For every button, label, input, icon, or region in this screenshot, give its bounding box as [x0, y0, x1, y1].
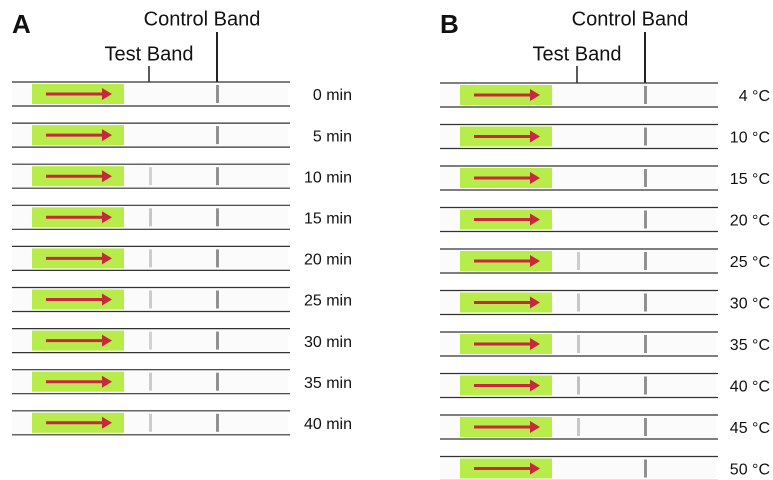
control-band	[216, 291, 219, 309]
test-band	[149, 167, 152, 185]
row-label: 30 °C	[730, 296, 770, 313]
row-label: 10 min	[304, 169, 352, 186]
strip-row: 5 min	[12, 123, 352, 147]
strip-row: 20 min	[12, 246, 352, 270]
row-label: 30 min	[304, 334, 352, 351]
control-band	[644, 294, 647, 312]
strip-row: 30 °C	[440, 291, 770, 315]
test-band-label: Test Band	[533, 43, 622, 65]
strip-row: 25 min	[12, 288, 352, 312]
control-band	[644, 86, 647, 104]
test-band	[149, 291, 152, 309]
row-label: 15 °C	[730, 171, 770, 188]
strip-row: 35 min	[12, 370, 352, 394]
control-band	[216, 208, 219, 226]
control-band	[216, 249, 219, 267]
test-band	[149, 373, 152, 391]
row-label: 20 °C	[730, 213, 770, 230]
row-label: 10 °C	[730, 130, 770, 147]
strip-row: 35 °C	[440, 332, 770, 356]
row-label: 4 °C	[739, 88, 770, 105]
figure: A Control Band Test Band 0 min 5 min 10 min 15…	[0, 0, 773, 480]
test-band-label: Test Band	[105, 43, 194, 65]
control-band	[644, 460, 647, 478]
row-label: 50 °C	[730, 462, 770, 479]
control-band	[644, 335, 647, 353]
row-label: 25 min	[304, 293, 352, 310]
test-band	[577, 335, 580, 353]
row-label: 40 min	[304, 416, 352, 433]
test-band	[577, 377, 580, 395]
control-band	[216, 85, 219, 103]
strip-row: 50 °C	[440, 457, 770, 480]
row-label: 35 min	[304, 375, 352, 392]
test-band	[149, 414, 152, 432]
strip-row: 0 min	[12, 82, 352, 106]
test-band	[149, 249, 152, 267]
strip-row: 15 min	[12, 205, 352, 229]
control-band-label: Control Band	[144, 8, 261, 30]
strip-row: 10 °C	[440, 125, 770, 149]
control-band	[644, 252, 647, 270]
control-band	[216, 332, 219, 350]
panel: A Control Band Test Band 0 min 5 min 10 min 15…	[12, 8, 352, 435]
strip-row: 30 min	[12, 329, 352, 353]
control-band	[644, 211, 647, 229]
row-label: 15 min	[304, 211, 352, 228]
strip-row: 45 °C	[440, 415, 770, 439]
control-band	[216, 167, 219, 185]
row-label: 40 °C	[730, 379, 770, 396]
row-label: 0 min	[313, 87, 352, 104]
strip-row: 40 °C	[440, 374, 770, 398]
control-band	[644, 418, 647, 436]
row-label: 35 °C	[730, 337, 770, 354]
control-band	[216, 126, 219, 144]
row-label: 25 °C	[730, 254, 770, 271]
panel-label: A	[12, 9, 31, 39]
strip-row: 15 °C	[440, 166, 770, 190]
test-band	[149, 332, 152, 350]
row-label: 20 min	[304, 252, 352, 269]
panel: B Control Band Test Band 4 °C 10 °C 15 °C 20 °…	[440, 8, 770, 480]
test-band	[577, 294, 580, 312]
control-band	[216, 373, 219, 391]
row-label: 45 °C	[730, 420, 770, 437]
control-band	[644, 377, 647, 395]
strip-row: 20 °C	[440, 208, 770, 232]
test-band	[577, 418, 580, 436]
test-band	[149, 208, 152, 226]
panel-label: B	[440, 9, 459, 39]
strip-row: 25 °C	[440, 249, 770, 273]
strip-row: 40 min	[12, 411, 352, 435]
row-label: 5 min	[313, 128, 352, 145]
control-band	[216, 414, 219, 432]
test-band	[577, 252, 580, 270]
control-band	[644, 128, 647, 146]
strip-row: 4 °C	[440, 83, 770, 107]
strip-row: 10 min	[12, 164, 352, 188]
control-band	[644, 169, 647, 187]
control-band-label: Control Band	[572, 8, 689, 30]
